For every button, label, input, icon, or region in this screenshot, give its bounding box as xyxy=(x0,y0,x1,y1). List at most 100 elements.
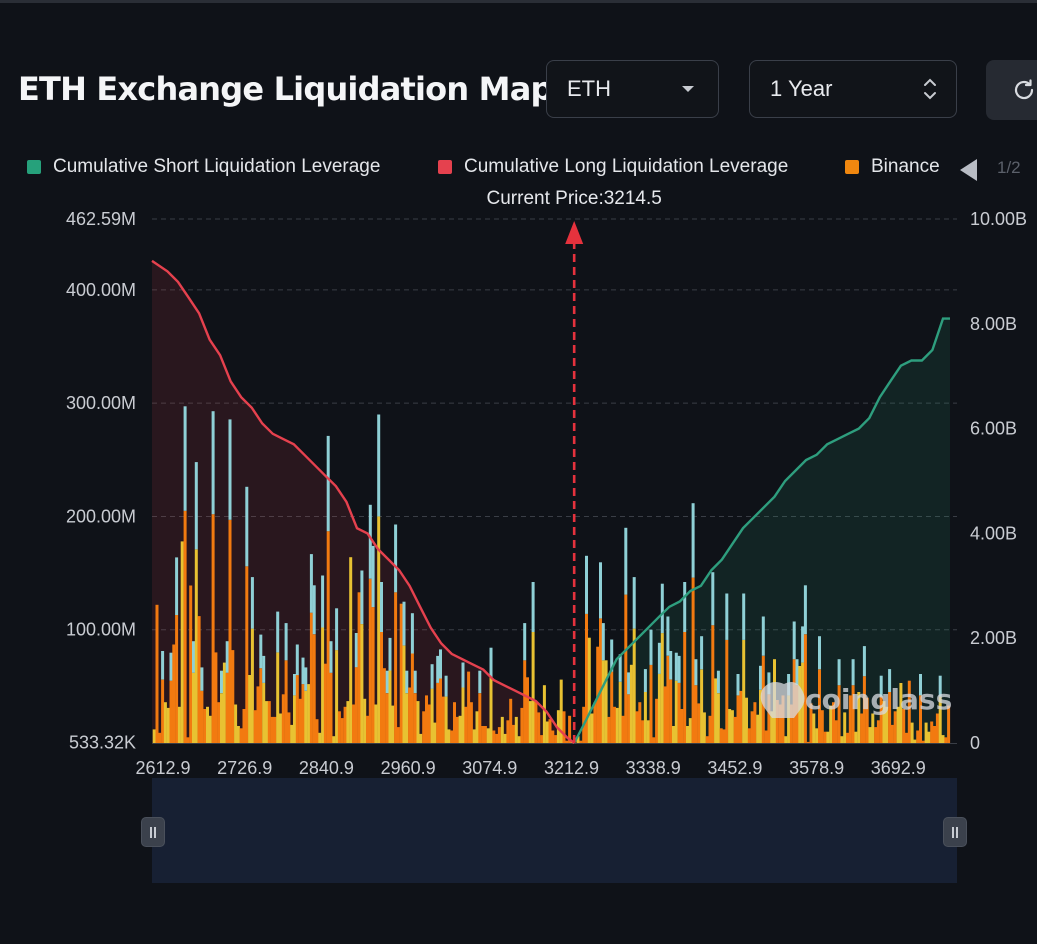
binance-bar xyxy=(408,687,412,743)
time-range-select[interactable]: 1 Year xyxy=(749,60,957,118)
binance-bar xyxy=(534,701,538,743)
binance-bar xyxy=(657,673,661,743)
chart-legend: Cumulative Short Liquidation Leverage Cu… xyxy=(0,156,1037,184)
binance-bar xyxy=(890,724,894,743)
coin-select[interactable]: ETH xyxy=(546,60,719,118)
binance-bar xyxy=(716,693,720,743)
other-exchange-bar xyxy=(599,562,602,619)
other-exchange-bar xyxy=(657,642,661,674)
binance-bar xyxy=(736,695,740,743)
binance-bar xyxy=(871,713,875,743)
legend-label-long: Cumulative Long Liquidation Leverage xyxy=(464,156,789,177)
binance-bar xyxy=(874,727,878,743)
binance-bar xyxy=(652,737,656,743)
binance-bar xyxy=(217,702,221,743)
binance-bar xyxy=(509,698,513,743)
binance-bar xyxy=(700,669,704,743)
binance-bar xyxy=(913,739,917,743)
zoom-handle-left[interactable] xyxy=(141,817,165,847)
binance-bar xyxy=(236,726,240,743)
binance-bar xyxy=(380,632,383,743)
other-exchange-bar xyxy=(259,634,263,669)
other-exchange-bar xyxy=(700,636,704,670)
binance-bar xyxy=(941,735,945,743)
binance-bar xyxy=(455,716,459,743)
binance-bar xyxy=(340,718,344,743)
other-exchange-bar xyxy=(169,652,173,681)
other-exchange-bar xyxy=(711,572,715,626)
legend-item-long[interactable]: Cumulative Long Liquidation Leverage xyxy=(438,156,788,178)
other-exchange-bar xyxy=(436,655,440,683)
data-zoom-slider[interactable] xyxy=(152,778,957,883)
binance-bar xyxy=(540,735,544,743)
other-exchange-bar xyxy=(329,641,333,673)
other-exchange-bar xyxy=(225,641,229,673)
legend-item-binance[interactable]: Binance xyxy=(845,156,940,184)
binance-bar xyxy=(172,644,176,743)
refresh-button[interactable] xyxy=(986,60,1037,120)
other-exchange-bar xyxy=(388,637,392,671)
binance-bar xyxy=(481,726,485,743)
watermark: coinglass xyxy=(760,682,952,718)
other-exchange-bar xyxy=(801,626,805,663)
binance-bar xyxy=(161,679,165,743)
other-exchange-bar xyxy=(888,669,892,692)
y-right-tick-label: 6.00B xyxy=(970,419,1017,439)
coin-select-value: ETH xyxy=(567,76,611,101)
other-exchange-bar xyxy=(276,611,280,653)
binance-bar xyxy=(374,704,378,743)
binance-bar xyxy=(214,652,218,743)
other-exchange-bar xyxy=(725,593,729,640)
binance-bar xyxy=(672,726,675,743)
other-exchange-bar xyxy=(585,555,588,614)
x-tick-label: 2726.9 xyxy=(217,758,272,778)
binance-bar xyxy=(410,653,414,743)
binance-bar xyxy=(155,604,159,743)
binance-bar xyxy=(702,712,706,743)
other-exchange-bar xyxy=(660,583,664,634)
legend-label-binance: Binance xyxy=(871,156,940,177)
other-exchange-bar xyxy=(736,674,740,696)
zoom-handle-right[interactable] xyxy=(943,817,967,847)
legend-item-short[interactable]: Cumulative Short Liquidation Leverage xyxy=(27,156,380,178)
binance-bar xyxy=(413,693,417,743)
triangle-left-icon[interactable] xyxy=(960,159,977,181)
binance-bar xyxy=(568,715,572,743)
binance-bar xyxy=(851,685,855,743)
binance-bar xyxy=(812,713,816,743)
binance-bar xyxy=(590,713,594,743)
binance-bar xyxy=(725,639,729,743)
legend-swatch-long xyxy=(438,160,452,174)
binance-bar xyxy=(604,660,608,743)
binance-bar xyxy=(228,519,232,743)
binance-bar xyxy=(189,585,193,743)
binance-bar xyxy=(388,670,392,743)
other-exchange-bar xyxy=(284,623,288,661)
binance-bar xyxy=(346,701,350,743)
binance-bar xyxy=(660,633,664,743)
binance-bar xyxy=(846,732,849,743)
other-exchange-bar xyxy=(211,411,215,515)
binance-bar xyxy=(472,729,476,743)
binance-bar xyxy=(733,716,737,743)
other-exchange-bar xyxy=(818,636,821,670)
binance-bar xyxy=(935,713,939,743)
binance-bar xyxy=(360,624,364,743)
x-tick-label: 3692.9 xyxy=(871,758,926,778)
binance-bar xyxy=(655,698,659,743)
other-exchange-bar xyxy=(862,646,866,677)
binance-bar xyxy=(458,715,462,743)
other-exchange-bar xyxy=(627,672,631,695)
binance-bar xyxy=(478,693,482,743)
binance-bar xyxy=(250,628,254,743)
binance-bar xyxy=(497,727,501,743)
binance-bar xyxy=(708,715,712,743)
binance-bar xyxy=(593,702,597,743)
binance-bar xyxy=(624,594,628,743)
binance-bar xyxy=(461,687,465,743)
binance-bar xyxy=(234,704,238,743)
binance-bar xyxy=(694,685,698,743)
other-exchange-bar xyxy=(354,633,358,668)
binance-bar xyxy=(750,711,754,743)
binance-bar xyxy=(907,680,911,743)
